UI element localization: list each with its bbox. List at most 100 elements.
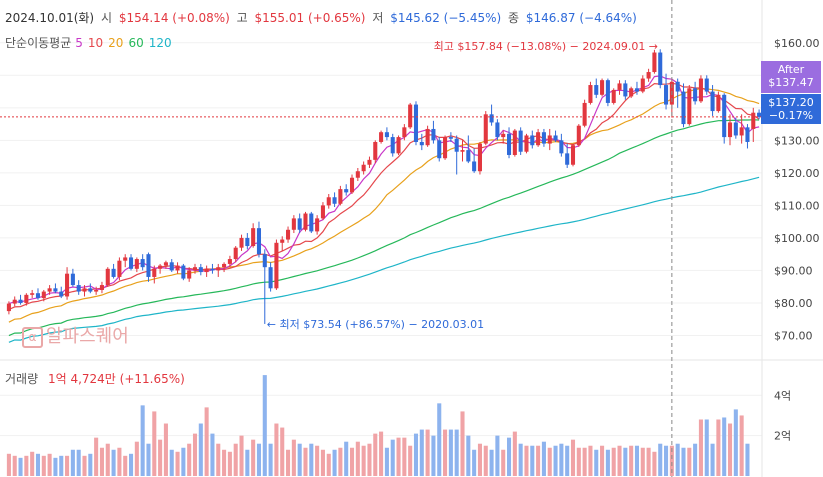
volume-bar <box>280 427 285 476</box>
volume-bar <box>146 443 151 476</box>
candle-body <box>128 257 134 269</box>
volume-bar <box>506 437 512 476</box>
volume-bar <box>140 405 145 476</box>
volume-bar <box>530 445 535 476</box>
volume-bar <box>419 429 424 476</box>
ma-line-10 <box>8 82 760 311</box>
volume-bar <box>600 445 605 476</box>
candle-body <box>413 104 419 142</box>
candle-body <box>227 259 232 264</box>
volume-bar <box>553 445 558 476</box>
candle-body <box>588 85 593 103</box>
candle-body <box>629 88 634 97</box>
volume-bar <box>431 435 436 476</box>
candle-body <box>652 52 657 73</box>
candle-body <box>216 267 221 271</box>
candle-body <box>716 94 721 112</box>
candle-body <box>739 127 744 136</box>
candle-body <box>437 140 442 159</box>
volume-bar <box>408 445 413 476</box>
close-value: $146.87 (−4.64%) <box>525 11 637 25</box>
ma-legend[interactable]: 단순이동평균 5 10 20 60 120 <box>5 34 177 51</box>
candle-body <box>687 88 692 125</box>
volume-bar <box>454 429 459 476</box>
price-tick-label: $130.00 <box>774 134 820 147</box>
volume-bar <box>495 435 500 476</box>
open-value: $154.14 (+0.08%) <box>118 11 230 25</box>
candle-body <box>94 289 99 292</box>
volume-value: 1억 4,724만 (+11.65%) <box>47 372 185 386</box>
after-hours-price-tag: After $137.47 <box>761 61 821 93</box>
candle-body <box>512 130 517 155</box>
candle-body <box>286 229 291 240</box>
volume-bar <box>582 447 587 476</box>
candle-body <box>693 88 698 102</box>
volume-bar <box>570 439 576 476</box>
volume-bar <box>501 449 506 476</box>
volume-bar <box>658 443 663 476</box>
volume-bar <box>326 453 331 476</box>
candle-body <box>268 267 273 289</box>
volume-tick-label: 2억 <box>774 430 791 443</box>
candle-body <box>425 128 430 146</box>
volume-bar <box>169 449 174 476</box>
candle-body <box>757 112 762 117</box>
volume-bar <box>594 449 599 476</box>
volume-bar <box>722 417 727 476</box>
candle-body <box>88 288 93 292</box>
last-change: −0.17% <box>768 109 814 122</box>
volume-bar <box>222 449 227 476</box>
ma-legend-item-60: 60 <box>128 36 144 50</box>
volume-bar <box>41 455 46 476</box>
volume-bar <box>605 449 610 476</box>
candle-body <box>675 81 680 92</box>
candle-body <box>355 171 360 178</box>
price-tick-label: $160.00 <box>774 37 820 50</box>
volume-bar <box>6 453 11 476</box>
candle-body <box>733 122 738 136</box>
close-label: 종 <box>508 11 520 25</box>
last-price: $137.20 <box>768 96 814 109</box>
candle-body <box>30 293 35 295</box>
candle-body <box>658 52 663 86</box>
candle-body <box>379 132 384 142</box>
candle-body <box>559 140 564 154</box>
volume-bar <box>187 443 192 476</box>
volume-bar <box>745 443 750 476</box>
ma-legend-item-120: 120 <box>148 36 172 50</box>
volume-tick-label: 4억 <box>774 389 791 402</box>
volume-bar <box>152 411 157 476</box>
candle-body <box>390 137 395 154</box>
price-tick-label: $90.00 <box>774 264 813 277</box>
alphasquare-logo-icon: α <box>22 327 43 348</box>
volume-bar <box>65 455 70 476</box>
ma-line-60 <box>8 119 760 337</box>
candle-body <box>239 237 244 248</box>
candle-body <box>82 288 87 292</box>
candle-body <box>594 85 599 95</box>
volume-legend: 거래량 1억 4,724만 (+11.65%) <box>5 370 185 387</box>
candle-body <box>466 150 471 162</box>
candle-body <box>501 133 506 138</box>
candle-body <box>59 291 64 297</box>
volume-bar <box>379 431 384 476</box>
volume-bar <box>251 439 256 476</box>
candle-body <box>210 268 215 271</box>
candle-body <box>24 294 29 303</box>
volume-bar <box>355 441 360 476</box>
candle-body <box>187 270 192 279</box>
after-price: $137.47 <box>768 76 814 89</box>
candle-body <box>262 254 267 268</box>
ma-legend-item-10: 10 <box>87 36 104 50</box>
watermark-text: 알파스퀘어 <box>46 326 129 347</box>
candle-body <box>576 125 581 146</box>
volume-bar <box>396 437 401 476</box>
candle-body <box>524 135 529 152</box>
candle-body <box>349 177 355 193</box>
candle-body <box>518 130 523 152</box>
volume-bar <box>128 453 134 476</box>
candle-body <box>506 133 512 155</box>
candle-body <box>76 285 81 292</box>
candle-body <box>233 247 238 260</box>
